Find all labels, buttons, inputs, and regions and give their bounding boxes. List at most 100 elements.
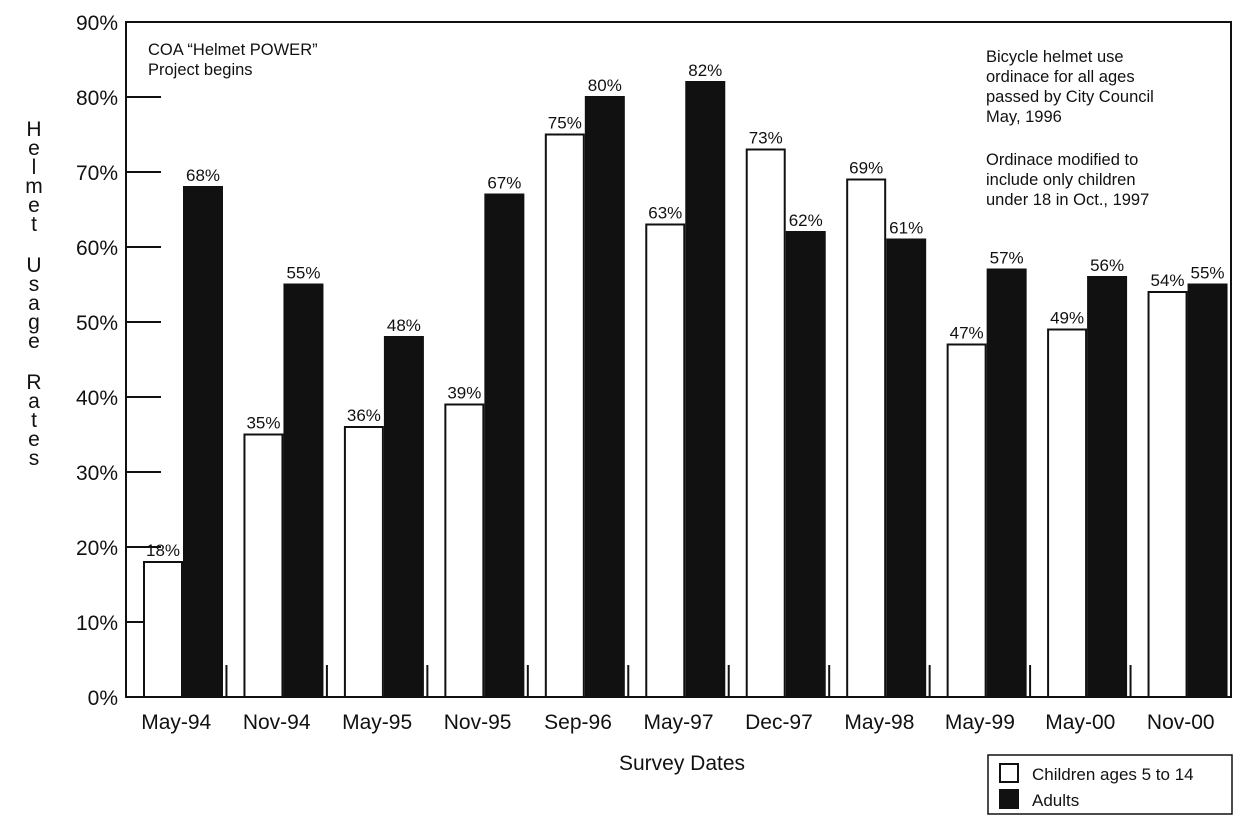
legend-label-adults: Adults [1032,791,1079,810]
y-axis-title-letter: s [29,273,40,296]
y-axis-title-letter: l [32,156,37,179]
svg-text:May, 1996: May, 1996 [986,108,1062,126]
bar-label-adults: 80% [588,76,622,95]
y-axis-title-letter: t [31,213,37,236]
x-tick-label: May-97 [643,711,713,734]
svg-text:Ordinace modified to: Ordinace modified to [986,151,1138,169]
y-axis-title-letter: R [26,371,41,394]
legend-box [987,754,1233,815]
svg-text:COA “Helmet POWER”: COA “Helmet POWER” [148,41,318,59]
y-tick-label: 90% [76,12,118,35]
y-tick-label: 10% [76,612,118,635]
bar-children [745,148,786,698]
bar-value-labels: 18% 68% 35% 55% 36% 48% 39% 67% 75% 80% 63% 82% 73% 6… [146,61,1225,560]
bar-label-children: 36% [347,406,381,425]
bar-label-children: 75% [548,114,582,133]
bar-label-adults: 55% [1191,264,1225,283]
y-tick-label: 60% [76,237,118,260]
bar-adults [183,186,223,698]
x-tick-label: Sep-96 [544,711,612,734]
y-tick-label: 20% [76,537,118,560]
x-tick-label: May-95 [342,711,412,734]
x-tick-label: Nov-94 [243,711,311,734]
bar-label-adults: 48% [387,316,421,335]
bar-label-adults: 55% [286,264,320,283]
y-tick-label: 80% [76,87,118,110]
bar-label-adults: 62% [789,211,823,230]
bar-adults [986,268,1027,698]
y-tick-label: 50% [76,312,118,335]
svg-text:Bicycle helmet use: Bicycle helmet use [986,48,1124,66]
bar-children [544,133,585,698]
legend-label-children: Children ages 5 to 14 [1032,765,1194,784]
legend-swatch-adults [999,789,1019,809]
y-axis-title-letter: g [28,311,40,334]
bar-adults [886,238,927,698]
bar-label-children: 47% [950,324,984,343]
bar-adults [685,81,726,698]
category-separators [225,665,1132,697]
bar-children [1047,328,1088,698]
bar-adults [584,96,625,698]
bar-children [645,223,686,698]
bar-adults [1187,283,1228,698]
legend: Children ages 5 to 14 Adults [987,754,1233,815]
bar-label-adults: 61% [889,219,923,238]
y-tick-label: 40% [76,387,118,410]
y-tick-label: 70% [76,162,118,185]
bar-adults [283,283,324,698]
y-axis-title-letter: U [26,254,41,277]
bar-label-adults: 67% [487,174,521,193]
y-axis-title-letter: a [28,390,40,413]
x-tick-label: Nov-00 [1147,711,1215,734]
bar-label-children: 63% [648,204,682,223]
bar-adults [484,193,525,698]
annotation-project-begins: COA “Helmet POWER” Project begins [148,41,318,79]
annotation-ordinance-modified: Ordinace modified to include only childr… [986,151,1149,209]
x-tick-label: May-98 [844,711,914,734]
bar-children [243,433,284,698]
annotation-ordinance-passed: Bicycle helmet use ordinace for all ages… [986,48,1154,126]
x-tick-label: May-00 [1045,711,1115,734]
y-axis-title-letter: s [29,447,40,470]
bar-label-children: 49% [1050,309,1084,328]
bar-label-children: 39% [447,384,481,403]
y-axis-title-letter: H [26,118,41,141]
bar-children [1147,291,1188,698]
bar-label-adults: 68% [186,166,220,185]
svg-text:include only children: include only children [986,171,1136,189]
svg-text:passed by City Council: passed by City Council [986,88,1154,106]
y-axis: 0% 10% 20% 30% 40% 50% 60% 70% 80% 90% [76,12,161,710]
x-tick-label: May-94 [141,711,211,734]
y-axis-title-letter: e [28,194,40,217]
bar-label-adults: 56% [1090,256,1124,275]
bar-children [343,426,384,698]
x-tick-label: May-99 [945,711,1015,734]
bar-label-children: 35% [246,414,280,433]
x-tick-label: Nov-95 [444,711,512,734]
y-axis-title-letter: m [25,175,43,198]
bar-children [444,403,485,698]
bar-label-children: 73% [749,129,783,148]
bar-label-children: 18% [146,541,180,560]
bar-label-children: 69% [849,159,883,178]
bar-label-adults: 82% [688,61,722,80]
bars [143,81,1228,698]
y-axis-title-letter: e [28,330,40,353]
bar-adults [383,336,424,698]
bar-children [143,561,183,698]
bar-adults [785,231,826,698]
bar-children [846,178,887,698]
bar-label-children: 54% [1151,271,1185,290]
bar-label-adults: 57% [990,249,1024,268]
bar-children [946,343,987,698]
x-tick-label: Dec-97 [745,711,813,734]
y-axis-title-letter: t [31,409,37,432]
x-axis: May-94 Nov-94 May-95 Nov-95 Sep-96 May-97 Dec-… [141,711,1214,734]
svg-text:ordinace for all ages: ordinace for all ages [986,68,1135,86]
y-axis-title-letter: e [28,137,40,160]
y-tick-label: 30% [76,462,118,485]
svg-text:Project begins: Project begins [148,61,253,79]
